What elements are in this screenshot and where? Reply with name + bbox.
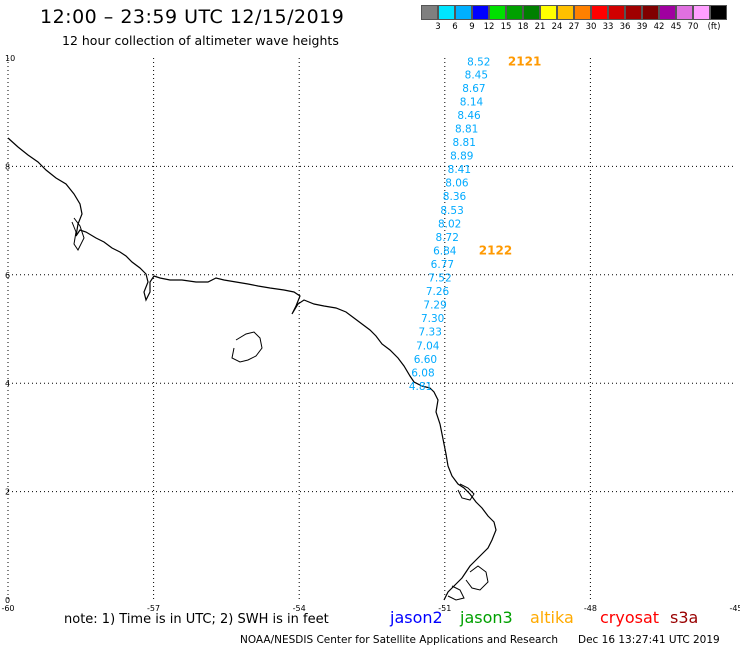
legend-swatch [693, 5, 710, 20]
pass-number-labels: 2121 2122 [479, 54, 542, 257]
coastal-island-outline [465, 565, 489, 591]
x-tick-label: -57 [147, 604, 160, 613]
y-tick-label: 10 [5, 54, 15, 63]
wave-height-value: 7.04 [416, 340, 440, 352]
pass-number: 2122 [479, 243, 512, 257]
wave-height-value: 7.30 [421, 313, 444, 325]
wave-height-value: 8.89 [450, 151, 473, 163]
wave-height-value: 8.72 [436, 232, 459, 244]
y-tick-label: 6 [5, 271, 10, 280]
legend-swatch [710, 5, 727, 20]
wave-height-value: 8.81 [455, 123, 478, 135]
color-scale-labels: 3 6 9 12 15 18 21 24 27 30 33 36 39 42 45 70 (ft) [421, 22, 740, 34]
x-tick-label: -48 [584, 604, 597, 613]
y-tick-label: 0 [5, 596, 10, 605]
legend-label: 15 [500, 22, 512, 32]
legend-label: 42 [653, 22, 665, 32]
legend-label: 18 [517, 22, 529, 32]
legend-swatch [523, 5, 540, 20]
legend-swatch [676, 5, 693, 20]
legend-label: 6 [452, 22, 458, 32]
wave-height-labels: 8.528.458.678.148.468.818.818.898.418.06… [409, 56, 491, 393]
units-note: note: 1) Time is in UTC; 2) SWH is in fe… [64, 612, 329, 627]
legend-swatch [455, 5, 472, 20]
wave-height-value: 8.45 [465, 69, 488, 81]
legend-swatch [625, 5, 642, 20]
wave-height-value: 6.08 [411, 367, 434, 379]
coastal-island-outline [457, 483, 475, 501]
wave-height-value: 8.14 [460, 96, 484, 108]
wave-height-value: 8.53 [440, 205, 463, 217]
wave-height-value: 7.52 [428, 273, 451, 285]
wave-height-value: 4.81 [409, 381, 432, 393]
legend-label: 12 [483, 22, 495, 32]
wave-height-value: 6.84 [433, 245, 457, 257]
coastal-island-outline [71, 217, 85, 251]
y-tick-label: 4 [5, 379, 10, 388]
page-title: 12:00 – 23:59 UTC 12/15/2019 [40, 6, 345, 28]
satellite-name: jason3 [460, 608, 513, 627]
legend-label: 70 [687, 22, 699, 32]
lat-lon-grid [7, 58, 736, 600]
legend-swatch [659, 5, 676, 20]
legend-label: 30 [585, 22, 597, 32]
legend-swatch [540, 5, 557, 20]
wave-height-value: 8.81 [453, 137, 476, 149]
wave-height-value: 6.60 [414, 354, 437, 366]
legend-swatch [642, 5, 659, 20]
wave-height-value: 8.46 [457, 110, 481, 122]
legend-label: 45 [670, 22, 682, 32]
wave-height-value: 7.29 [423, 300, 446, 312]
legend-label: 33 [602, 22, 614, 32]
page-subtitle: 12 hour collection of altimeter wave hei… [62, 33, 339, 48]
legend-label: (ft) [707, 22, 721, 32]
legend-label: 39 [636, 22, 648, 32]
wave-height-value: 8.41 [448, 164, 471, 176]
wave-height-value: 8.36 [443, 191, 467, 203]
coastline [7, 137, 497, 601]
legend-label: 3 [435, 22, 441, 32]
legend-swatch [472, 5, 489, 20]
legend-swatch [421, 5, 438, 20]
satellite-name: s3a [670, 608, 699, 627]
credit-line: NOAA/NESDIS Center for Satellite Applica… [240, 634, 558, 646]
color-scale-legend [421, 5, 727, 20]
x-tick-label: -54 [293, 604, 306, 613]
wave-height-value: 7.26 [426, 286, 450, 298]
legend-label: 9 [469, 22, 475, 32]
wave-height-value: 8.52 [467, 56, 490, 68]
wave-height-value: 6.77 [431, 259, 454, 271]
generated-timestamp: Dec 16 13:27:41 UTC 2019 [578, 634, 720, 646]
satellite-name: jason2 [390, 608, 443, 627]
wave-height-value: 8.06 [445, 178, 469, 190]
legend-swatch [574, 5, 591, 20]
legend-swatch [438, 5, 455, 20]
y-tick-label: 2 [5, 488, 10, 497]
legend-swatch [591, 5, 608, 20]
lake-outline [231, 331, 263, 363]
legend-label: 21 [534, 22, 546, 32]
y-tick-label: 8 [5, 162, 10, 171]
wave-height-value: 8.02 [438, 218, 461, 230]
wave-height-value: 7.33 [419, 327, 442, 339]
legend-swatch [506, 5, 523, 20]
legend-swatch [608, 5, 625, 20]
legend-label: 27 [568, 22, 580, 32]
satellite-name: altika [530, 608, 574, 627]
coastal-island-outline [447, 585, 465, 601]
satellite-name: cryosat [600, 608, 660, 627]
pass-number: 2121 [508, 54, 541, 68]
wave-height-value: 8.67 [462, 83, 485, 95]
x-tick-label: -45 [729, 604, 740, 613]
x-tick-label: -51 [438, 604, 451, 613]
legend-label: 36 [619, 22, 631, 32]
axis-tick-labels: -60 -57 -54 -51 -48 -45 0 2 4 6 8 10 [1, 54, 740, 613]
legend-swatch [557, 5, 574, 20]
legend-label: 24 [551, 22, 563, 32]
x-tick-label: -60 [1, 604, 14, 613]
legend-swatch [489, 5, 506, 20]
